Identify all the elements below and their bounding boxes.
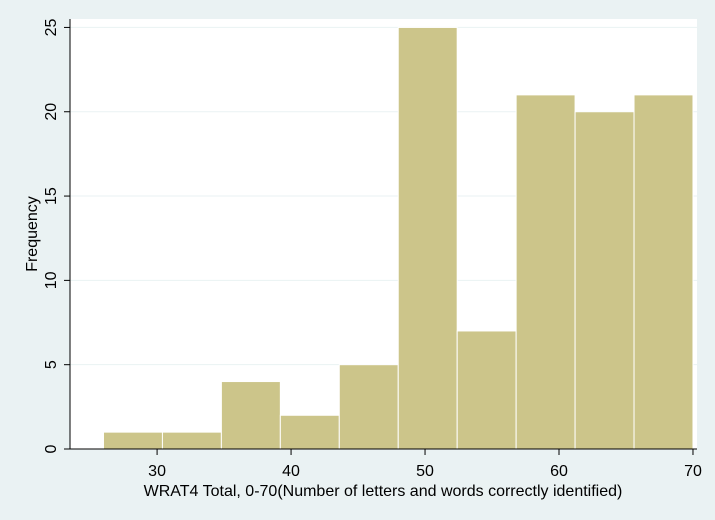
y-tick-label-0: 0	[43, 444, 60, 453]
y-tick-label-5: 5	[43, 360, 60, 369]
histogram-bar-1	[161, 431, 222, 450]
y-tick-label-10: 10	[43, 271, 60, 289]
bars	[102, 26, 694, 450]
histogram-bar-3	[279, 414, 340, 450]
histogram-bar-5	[397, 26, 458, 450]
histogram-bar-7	[515, 94, 576, 450]
histogram-bar-6	[456, 330, 517, 450]
x-tick-label-50: 50	[416, 463, 434, 480]
y-tick-label-20: 20	[43, 103, 60, 121]
histogram-bar-2	[220, 381, 281, 450]
x-tick-label-30: 30	[148, 463, 166, 480]
x-tick-label-70: 70	[684, 463, 702, 480]
y-tick-label-15: 15	[43, 187, 60, 205]
x-axis-ticks: 30 40 50 60 70	[148, 449, 702, 480]
histogram-bar-9	[633, 94, 694, 450]
x-tick-label-60: 60	[550, 463, 568, 480]
histogram-bar-4	[338, 364, 399, 450]
y-axis-ticks: 0 5 10 15 20 25	[43, 18, 70, 453]
x-axis-title: WRAT4 Total, 0-70(Number of letters and …	[144, 483, 623, 500]
histogram-bar-0	[102, 431, 163, 450]
y-axis-title: Frequency	[24, 196, 41, 272]
y-tick-label-25: 25	[43, 18, 60, 36]
histogram-bar-8	[574, 111, 635, 450]
x-tick-label-40: 40	[282, 463, 300, 480]
